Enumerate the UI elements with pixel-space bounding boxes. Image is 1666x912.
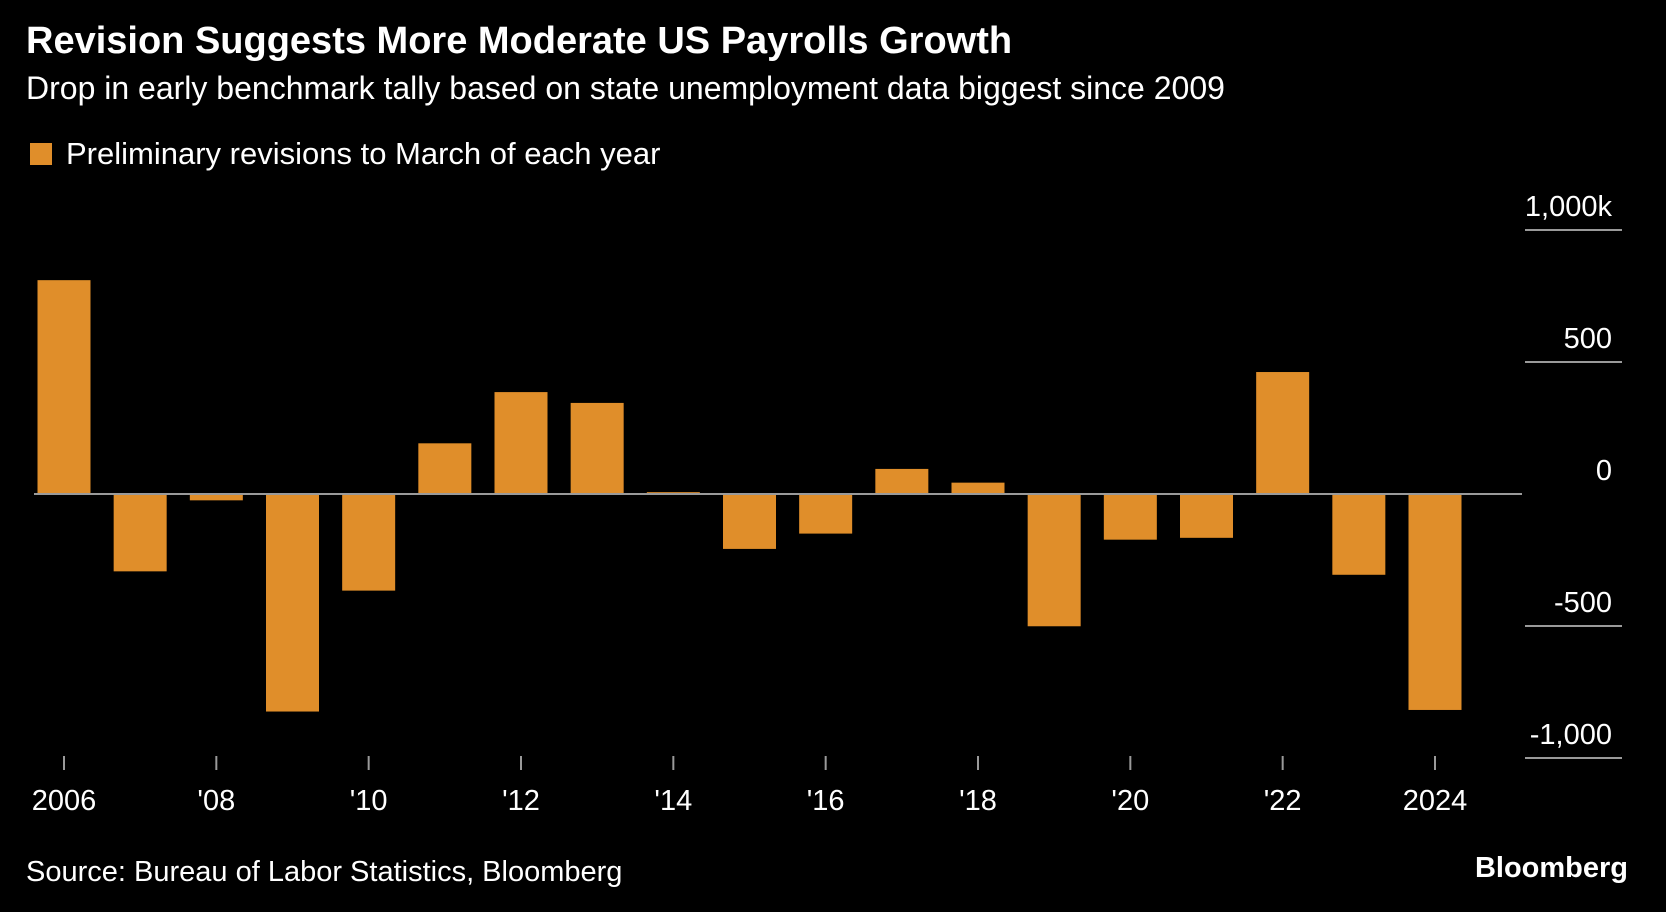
legend-swatch xyxy=(30,143,52,165)
x-tick-label: '22 xyxy=(1264,785,1302,817)
y-tick-label: 0 xyxy=(1596,455,1612,487)
x-tick-label: 2024 xyxy=(1403,785,1468,817)
bar xyxy=(418,443,472,494)
y-tick-label: -1,000 xyxy=(1530,719,1612,751)
bar xyxy=(1180,494,1233,538)
bar xyxy=(266,494,319,712)
bar xyxy=(342,494,396,591)
x-tick-label: '20 xyxy=(1111,785,1149,817)
legend-label: Preliminary revisions to March of each y… xyxy=(66,136,661,171)
bar xyxy=(951,482,1005,494)
y-tick-label: 1,000k xyxy=(1525,191,1613,223)
x-tick-label: 2006 xyxy=(32,785,97,817)
y-tick-label: 500 xyxy=(1564,323,1612,355)
x-tick-label: '10 xyxy=(350,785,388,817)
bar xyxy=(113,494,167,572)
x-tick-label: '16 xyxy=(807,785,845,817)
bloomberg-logo: Bloomberg xyxy=(1474,852,1628,884)
y-tick-label: -500 xyxy=(1554,587,1612,619)
bar xyxy=(1256,372,1310,494)
bar xyxy=(570,402,624,494)
bar xyxy=(1332,494,1386,575)
x-tick-label: '12 xyxy=(502,785,540,817)
bar xyxy=(494,392,548,494)
bar xyxy=(1103,494,1157,540)
bar xyxy=(1408,494,1462,710)
chart-title: Revision Suggests More Moderate US Payro… xyxy=(26,20,1013,62)
x-tick-label: '08 xyxy=(197,785,235,817)
bar xyxy=(723,494,776,549)
bar xyxy=(799,494,853,534)
source-note: Source: Bureau of Labor Statistics, Bloo… xyxy=(26,856,623,888)
bar xyxy=(189,494,243,501)
chart-subtitle: Drop in early benchmark tally based on s… xyxy=(26,70,1225,106)
bar xyxy=(37,280,91,494)
x-tick-label: '18 xyxy=(959,785,997,817)
x-tick-label: '14 xyxy=(654,785,692,817)
bar xyxy=(1027,494,1081,627)
bar xyxy=(875,468,929,494)
legend: Preliminary revisions to March of each y… xyxy=(30,136,660,172)
